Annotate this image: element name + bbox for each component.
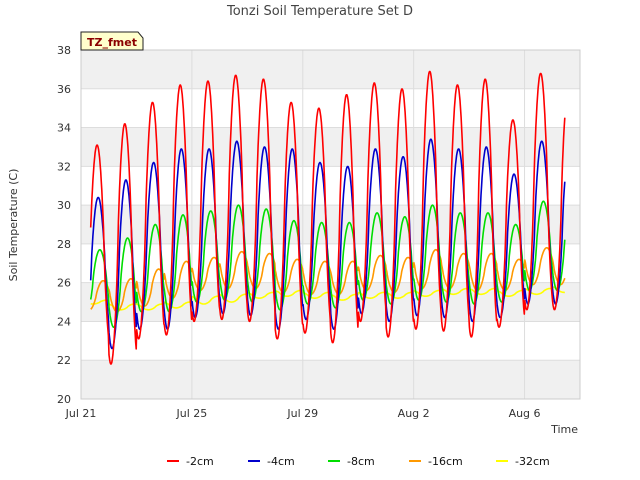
site-badge-box — [80, 31, 144, 51]
x-axis-label: Time — [550, 423, 578, 436]
y-tick-label: 24 — [57, 315, 71, 328]
legend-label: -32cm — [515, 455, 550, 468]
y-tick-label: 28 — [57, 238, 71, 251]
plot-band — [81, 360, 580, 399]
x-axis-ticks: Jul 21 Jul 25 Jul 29 Aug 2 Aug 6 — [65, 407, 541, 420]
y-tick-label: 22 — [57, 354, 71, 367]
y-tick-label: 26 — [57, 277, 71, 290]
legend: -2cm -4cm -8cm -16cm -32cm — [167, 455, 550, 468]
legend-label: -2cm — [186, 455, 214, 468]
site-badge: TZ_fmet — [80, 31, 144, 51]
series-line-minus-2cm — [89, 70, 566, 365]
y-tick-label: 38 — [57, 44, 71, 57]
y-tick-label: 32 — [57, 160, 71, 173]
x-tick-label: Jul 21 — [65, 407, 97, 420]
x-tick-label: Aug 6 — [509, 407, 541, 420]
x-tick-label: Aug 2 — [398, 407, 430, 420]
chart-title: Tonzi Soil Temperature Set D — [226, 4, 413, 19]
legend-label: -4cm — [267, 455, 295, 468]
y-tick-label: 36 — [57, 83, 71, 96]
y-tick-label: 34 — [57, 122, 71, 135]
legend-label: -16cm — [428, 455, 463, 468]
plot-band — [81, 127, 580, 167]
y-tick-label: 30 — [57, 199, 71, 212]
legend-label: -8cm — [347, 455, 375, 468]
x-tick-label: Jul 29 — [286, 407, 318, 420]
y-axis-ticks: 20 22 24 26 28 30 32 34 36 38 — [57, 44, 71, 406]
x-tick-label: Jul 25 — [176, 407, 208, 420]
plot-frame — [80, 49, 581, 400]
series-lines — [89, 70, 566, 365]
y-tick-label: 20 — [57, 393, 71, 406]
y-axis-label: Soil Temperature (C) — [7, 169, 20, 282]
plot-band — [81, 50, 580, 89]
plot-bands — [81, 50, 580, 399]
site-badge-text: TZ_fmet — [87, 36, 137, 49]
plot-band — [81, 205, 580, 244]
